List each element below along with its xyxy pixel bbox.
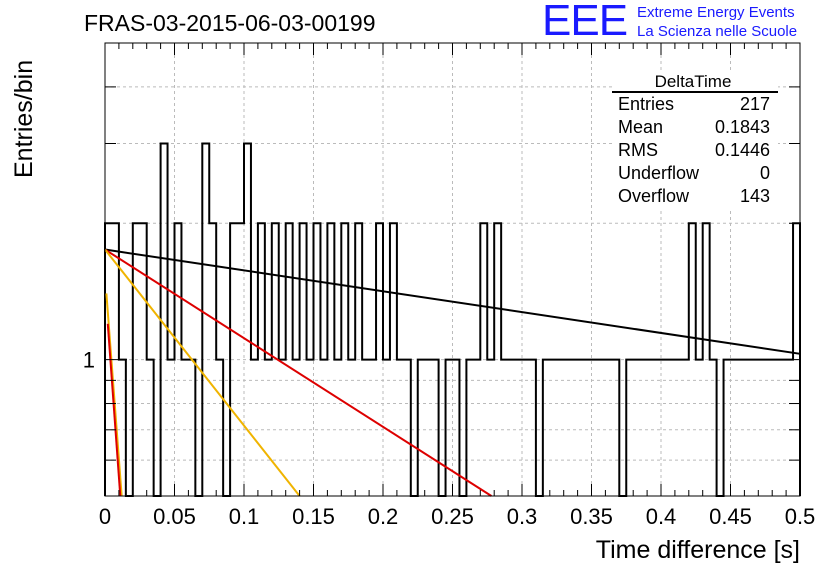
stats-row-label: RMS bbox=[618, 140, 658, 160]
fit-line bbox=[104, 248, 301, 497]
stats-row-value: 143 bbox=[740, 186, 770, 206]
stats-row-label: Underflow bbox=[618, 163, 700, 183]
stats-row-value: 217 bbox=[740, 94, 770, 114]
stats-row-label: Entries bbox=[618, 94, 674, 114]
x-tick-labels: 0 0.05 0.1 0.15 0.2 0.25 0.3 0.35 0.4 0.45 0.5 bbox=[99, 504, 815, 529]
x-tick-label: 0.35 bbox=[570, 504, 613, 529]
x-tick-label: 0.4 bbox=[646, 504, 677, 529]
x-tick-label: 0.05 bbox=[153, 504, 196, 529]
stats-title: DeltaTime bbox=[655, 72, 732, 91]
x-tick-label: 0.15 bbox=[292, 504, 335, 529]
fit-line bbox=[106, 323, 122, 497]
x-tick-label: 0.1 bbox=[229, 504, 260, 529]
histogram-bars bbox=[104, 142, 801, 497]
y-tick-label: 1 bbox=[83, 348, 95, 373]
stats-row-value: 0.1843 bbox=[715, 117, 770, 137]
stats-row-value: 0.1446 bbox=[715, 140, 770, 160]
fit-lines bbox=[104, 248, 801, 497]
x-tick-label: 0.45 bbox=[709, 504, 752, 529]
stats-box-bg bbox=[612, 72, 778, 208]
run-title: FRAS-03-2015-06-03-00199 bbox=[84, 10, 376, 36]
stats-row-value: 0 bbox=[760, 163, 770, 183]
stats-row-label: Mean bbox=[618, 117, 663, 137]
stats-rows: Entries 217 Mean 0.1843 RMS 0.1446 Underflow 0 O… bbox=[618, 94, 770, 206]
x-tick-label: 0.2 bbox=[368, 504, 399, 529]
fit-line bbox=[104, 248, 492, 497]
x-tick-label: 0.5 bbox=[785, 504, 816, 529]
x-tick-label: 0 bbox=[99, 504, 111, 529]
axis-ticks bbox=[104, 43, 801, 496]
x-tick-label: 0.25 bbox=[431, 504, 474, 529]
logo-line-2: La Scienza nelle Scuole bbox=[637, 23, 798, 40]
stats-box: DeltaTime Entries 217 Mean 0.1843 RMS 0.1446 U… bbox=[612, 72, 778, 208]
logo-line-1: Extreme Energy Events bbox=[637, 4, 795, 21]
y-axis-label: Entries/bin bbox=[10, 60, 38, 178]
x-axis-label: Time difference [s] bbox=[596, 536, 800, 564]
y-tick-labels: 1 bbox=[83, 348, 95, 373]
histogram-outline bbox=[104, 142, 801, 497]
fit-line bbox=[104, 248, 801, 355]
stats-row-label: Overflow bbox=[618, 186, 690, 206]
x-tick-label: 0.3 bbox=[507, 504, 538, 529]
eee-logo: EEE bbox=[542, 0, 628, 45]
